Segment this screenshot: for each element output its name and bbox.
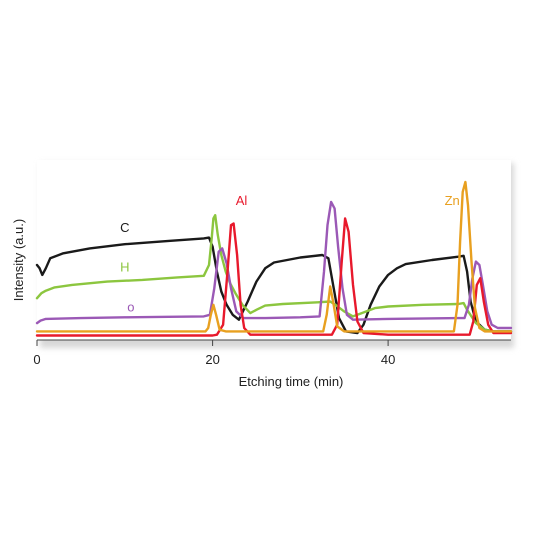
series-line-al [35, 217, 513, 337]
series-label-h: H [120, 260, 129, 275]
series-line-zn [35, 180, 513, 333]
x-tick-label-40: 40 [381, 352, 395, 367]
y-axis-title: Intensity (a.u.) [11, 219, 26, 301]
x-tick-label-20: 20 [205, 352, 219, 367]
x-axis-title: Etching time (min) [239, 374, 344, 389]
series-line-h [35, 214, 513, 333]
series-label-c: C [120, 220, 129, 235]
annotation-layer: C Ho Al Zn [120, 193, 460, 314]
tick-layer: 0 20 40 [33, 340, 395, 367]
series-layer [35, 180, 513, 337]
series-line-o [35, 200, 513, 330]
series-label-o: o [127, 299, 134, 314]
series-label-al: Al [236, 193, 248, 208]
x-tick-label-0: 0 [33, 352, 40, 367]
series-label-zn: Zn [445, 193, 460, 208]
plot-frame [37, 160, 511, 340]
